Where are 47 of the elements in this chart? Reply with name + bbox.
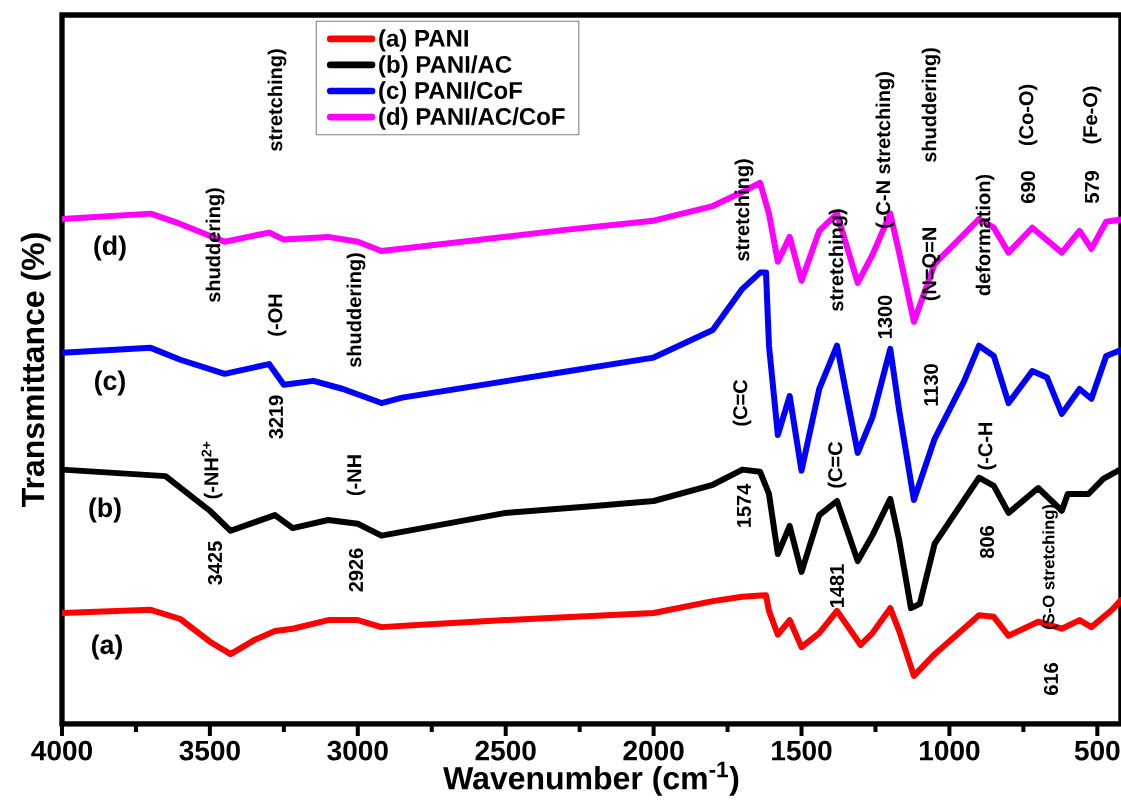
x-tick-label: 3500 bbox=[179, 740, 240, 761]
text: shuddering) bbox=[921, 48, 941, 163]
annotation: 1574 bbox=[737, 483, 751, 527]
annotation: stretching) bbox=[828, 209, 848, 311]
x-tick-label: 500 bbox=[1074, 740, 1120, 761]
x-tick-label: 4000 bbox=[31, 740, 92, 761]
annotation: 806 bbox=[979, 526, 995, 559]
annotation: (-NH bbox=[346, 455, 366, 496]
annotation: (N=Q=N bbox=[921, 228, 941, 301]
x-tick-label: 3000 bbox=[327, 740, 388, 761]
annotation: (C=C bbox=[732, 379, 752, 426]
annotation: (-OH bbox=[267, 294, 287, 336]
x-axis-title: Wavenumber (cm$^{-1}$) bbox=[443, 761, 739, 796]
annotation: (-C-N stretching) bbox=[875, 72, 895, 228]
annotation: 1481 bbox=[829, 564, 845, 608]
text: (Co-O) bbox=[1018, 84, 1038, 146]
annotation: 1130 bbox=[923, 364, 939, 406]
annotation: deformation) bbox=[975, 174, 995, 296]
text: (Fe-O) bbox=[1082, 86, 1102, 144]
legend-label: (d) PANI/AC/CoF bbox=[379, 107, 565, 130]
annotation: 690 bbox=[1020, 171, 1036, 203]
annotation: 2926 bbox=[348, 548, 364, 592]
legend-label: (b) PANI/AC bbox=[379, 55, 512, 78]
annotation: 3219 bbox=[268, 395, 284, 439]
x-tick-label: 2500 bbox=[475, 740, 536, 761]
annotation: (d) bbox=[94, 235, 126, 261]
legend-label: (c) PANI/CoF bbox=[379, 81, 522, 104]
x-tick-label: 1500 bbox=[772, 740, 832, 761]
text: stretching) bbox=[267, 49, 287, 151]
annotation: (b) bbox=[89, 497, 121, 523]
annotation: 616 bbox=[1043, 663, 1059, 695]
y-axis-title: Transmittance (%) bbox=[20, 233, 51, 507]
x-tick-label: 2000 bbox=[623, 740, 684, 761]
annotation: shuddering) bbox=[205, 188, 225, 303]
legend-label: (a) PANI bbox=[379, 29, 468, 52]
annotation: (C=C bbox=[827, 441, 847, 488]
annotation: (a) bbox=[92, 634, 122, 660]
annotation: 3425 bbox=[207, 541, 223, 585]
annotation: shuddering) bbox=[346, 253, 366, 368]
annotation: 579 bbox=[1084, 171, 1100, 204]
annotation: (-NH$^{2+}$ bbox=[201, 441, 223, 499]
annotation: (S-O stretching) bbox=[1042, 504, 1058, 630]
annotation: (-C-H bbox=[977, 422, 997, 470]
annotation: (c) bbox=[95, 370, 125, 396]
x-tick-label: 1000 bbox=[920, 740, 980, 761]
annotation: stretching) bbox=[734, 159, 754, 261]
annotation: 1300 bbox=[877, 295, 893, 339]
